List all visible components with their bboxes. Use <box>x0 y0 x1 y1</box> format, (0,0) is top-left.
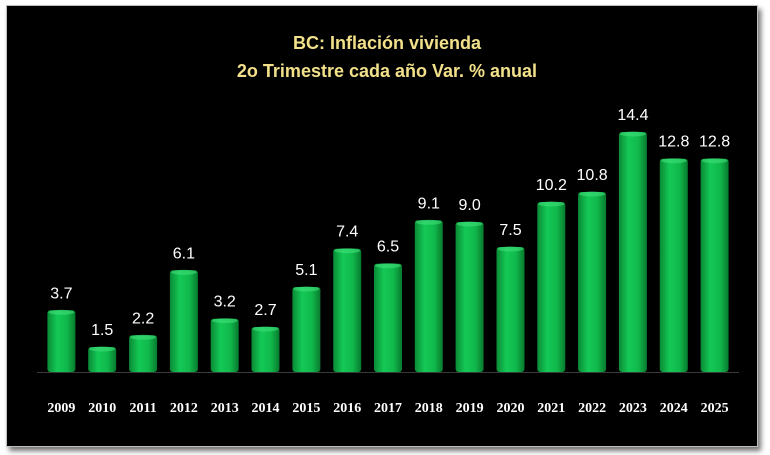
x-tick-label-2023: 2023 <box>619 401 647 416</box>
bar-2014 <box>251 327 280 372</box>
data-label-2009: 3.7 <box>50 285 72 302</box>
bar-cap-2017 <box>375 263 401 269</box>
data-label-2011: 2.2 <box>132 310 154 327</box>
data-label-2012: 6.1 <box>173 245 195 262</box>
bar-2020 <box>496 247 525 372</box>
x-tick-labels-group: 2009 2010 2011 2012 2013 2014 2015 2016 2017 2018… <box>47 401 728 416</box>
bar-cap-2010 <box>89 346 116 352</box>
bar-2018 <box>414 220 443 372</box>
data-label-2014: 2.7 <box>254 302 276 319</box>
bar-2019 <box>455 222 484 372</box>
bar-cap-2011 <box>130 334 157 340</box>
chart-title: BC: Inflación vivienda <box>293 33 482 53</box>
data-label-2025: 12.8 <box>699 134 730 151</box>
bar-2010 <box>88 347 117 372</box>
bar-chart: BC: Inflación vivienda 2o Trimestre cada… <box>37 33 739 416</box>
bar-cap-2012 <box>170 269 197 275</box>
x-tick-label-2014: 2014 <box>252 401 280 416</box>
data-label-2018: 9.1 <box>418 195 440 212</box>
bar-2021 <box>537 202 566 372</box>
x-tick-label-2019: 2019 <box>456 401 484 416</box>
x-tick-label-2025: 2025 <box>701 401 729 416</box>
data-label-2020: 7.5 <box>499 222 521 239</box>
bar-cap-2015 <box>293 286 320 292</box>
bar-2017 <box>374 263 402 372</box>
bar-cap-2021 <box>538 201 565 207</box>
data-label-2022: 10.8 <box>577 167 608 184</box>
data-label-2016: 7.4 <box>336 224 358 241</box>
bar-2011 <box>129 335 158 372</box>
x-tick-label-2024: 2024 <box>660 401 688 416</box>
bar-cap-2025 <box>701 158 728 164</box>
x-tick-label-2009: 2009 <box>47 401 75 416</box>
data-label-2024: 12.8 <box>658 134 689 151</box>
data-label-2017: 6.5 <box>377 239 399 256</box>
bar-2015 <box>292 287 321 372</box>
data-label-2013: 3.2 <box>214 294 236 311</box>
bar-cap-2019 <box>456 221 483 227</box>
bar-2025 <box>700 158 729 372</box>
bar-2016 <box>333 248 362 372</box>
x-tick-label-2013: 2013 <box>211 401 239 416</box>
x-tick-label-2021: 2021 <box>537 401 565 416</box>
bar-cap-2024 <box>660 158 687 164</box>
data-label-2010: 1.5 <box>91 322 113 339</box>
x-tick-label-2016: 2016 <box>333 401 361 416</box>
bar-cap-2020 <box>497 246 524 252</box>
data-label-2023: 14.4 <box>617 107 648 124</box>
x-tick-label-2017: 2017 <box>374 401 402 416</box>
bar-2023 <box>618 132 647 372</box>
data-label-2019: 9.0 <box>458 197 480 214</box>
bar-cap-2014 <box>252 326 279 332</box>
data-label-2015: 5.1 <box>295 262 317 279</box>
bar-cap-2022 <box>579 191 606 197</box>
x-tick-label-2018: 2018 <box>415 401 443 416</box>
chart-frame: BC: Inflación vivienda 2o Trimestre cada… <box>6 5 758 447</box>
bar-2022 <box>578 192 607 372</box>
bar-cap-2013 <box>211 318 238 324</box>
x-tick-label-2012: 2012 <box>170 401 198 416</box>
data-label-2021: 10.2 <box>536 177 567 194</box>
x-tick-label-2010: 2010 <box>88 401 116 416</box>
bar-cap-2016 <box>334 248 361 254</box>
x-tick-label-2011: 2011 <box>129 401 156 416</box>
chart-subtitle: 2o Trimestre cada año Var. % anual <box>237 61 537 81</box>
x-tick-label-2022: 2022 <box>578 401 606 416</box>
bar-2012 <box>169 270 198 372</box>
bar-2024 <box>659 158 688 372</box>
x-tick-label-2020: 2020 <box>497 401 525 416</box>
bar-cap-2023 <box>619 131 646 137</box>
x-tick-label-2015: 2015 <box>292 401 320 416</box>
bars-group <box>47 131 729 372</box>
bar-cap-2018 <box>415 219 442 225</box>
bar-2013 <box>210 318 239 372</box>
bar-2009 <box>47 310 76 372</box>
bar-cap-2009 <box>48 309 75 315</box>
data-labels-group: 3.7 1.5 2.2 6.1 3.2 2.7 5.1 7.4 6.5 9.1 9.0 7.5 10.2… <box>50 107 730 339</box>
